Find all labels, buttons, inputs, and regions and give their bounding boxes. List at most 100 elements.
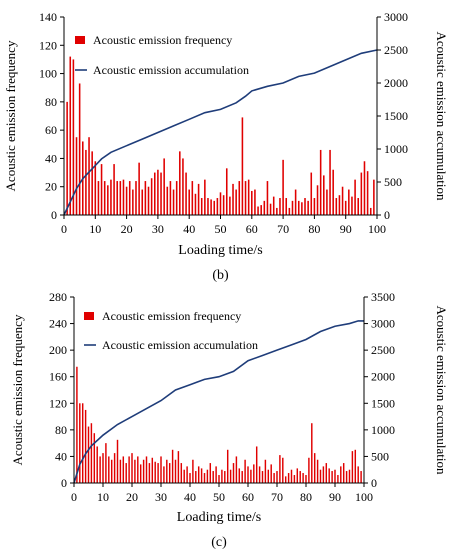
frequency-bar	[221, 469, 223, 483]
frequency-bar	[308, 457, 310, 483]
panel-label: (c)	[211, 535, 227, 550]
y-tick-label-left: 60	[45, 123, 57, 137]
y-tick-label-left: 160	[49, 370, 67, 384]
frequency-bar	[163, 466, 165, 483]
frequency-bar	[258, 466, 261, 483]
frequency-bar	[99, 456, 101, 483]
frequency-bar	[254, 189, 256, 215]
frequency-bar	[273, 473, 275, 483]
frequency-bar	[282, 159, 284, 215]
frequency-bar	[207, 198, 209, 215]
x-tick-label: 60	[246, 222, 258, 236]
frequency-bar	[128, 181, 131, 215]
frequency-bar	[110, 179, 112, 215]
frequency-bar	[348, 469, 351, 483]
frequency-bar	[264, 459, 267, 483]
frequency-bar	[225, 168, 228, 215]
frequency-bar	[113, 164, 115, 215]
frequency-bar	[341, 186, 344, 215]
frequency-bar	[257, 206, 259, 215]
frequency-bar	[319, 469, 322, 483]
frequency-bar	[157, 463, 159, 483]
frequency-bar	[284, 476, 287, 483]
x-tick-label: 50	[215, 222, 227, 236]
frequency-bar	[122, 456, 125, 483]
frequency-bar	[322, 466, 325, 483]
frequency-bar	[294, 189, 297, 215]
x-axis-title: Loading time/s	[178, 243, 262, 258]
frequency-bar	[354, 449, 357, 483]
frequency-bar	[66, 101, 68, 215]
frequency-bar	[360, 172, 363, 215]
y-tick-label-right: 2500	[371, 343, 395, 357]
y-tick-label-right: 2000	[371, 370, 395, 384]
x-tick-label: 20	[121, 222, 133, 236]
frequency-bar	[154, 461, 156, 483]
frequency-bar	[185, 172, 187, 215]
frequency-bar	[218, 475, 220, 483]
frequency-bar	[269, 203, 272, 215]
frequency-bar	[287, 473, 290, 483]
frequency-bar	[81, 403, 84, 483]
x-tick-label: 100	[355, 490, 373, 504]
frequency-bar	[177, 451, 180, 483]
frequency-bar	[357, 198, 359, 215]
frequency-bar	[253, 464, 255, 483]
frequency-bar	[316, 185, 319, 215]
frequency-bar	[125, 186, 128, 215]
frequency-bar	[344, 200, 347, 215]
frequency-bar	[293, 475, 296, 483]
frequency-bar	[166, 459, 168, 483]
frequency-bar	[210, 199, 212, 215]
frequency-bar	[135, 181, 137, 215]
bar-series	[76, 366, 362, 483]
frequency-bar	[335, 198, 338, 215]
frequency-bar	[197, 466, 200, 483]
frequency-bar	[276, 207, 278, 215]
frequency-bar	[160, 456, 162, 483]
x-tick-label: 20	[126, 490, 138, 504]
x-tick-label: 30	[155, 490, 167, 504]
y-tick-label-right: 500	[371, 449, 389, 463]
frequency-bar	[125, 463, 127, 483]
frequency-bar	[340, 466, 342, 483]
frequency-bar	[311, 423, 313, 483]
y-tick-label-left: 120	[39, 38, 57, 52]
frequency-bar	[85, 149, 87, 215]
frequency-bar	[131, 453, 133, 483]
y-tick-label-right: 0	[384, 208, 390, 222]
frequency-bar	[200, 198, 203, 215]
frequency-bar	[128, 456, 130, 483]
frequency-bar	[313, 453, 316, 483]
x-tick-label: 60	[242, 490, 254, 504]
frequency-bar	[304, 198, 306, 215]
frequency-bar	[301, 202, 303, 215]
accumulation-line	[63, 49, 378, 216]
y-tick-label-left: 80	[55, 423, 67, 437]
frequency-bar	[96, 446, 98, 483]
frequency-bar	[91, 151, 93, 215]
frequency-bar	[238, 181, 241, 215]
frequency-bar	[276, 471, 278, 483]
frequency-bar	[142, 459, 145, 483]
frequency-bar	[222, 195, 225, 215]
y-tick-label-left: 120	[49, 396, 67, 410]
y-tick-label-right: 2500	[384, 43, 408, 57]
frequency-bar	[138, 162, 140, 215]
frequency-bar	[328, 468, 330, 483]
y-tick-label-right: 1500	[384, 109, 408, 123]
frequency-bar	[348, 189, 350, 215]
frequency-bar	[226, 449, 229, 483]
frequency-bar	[247, 466, 249, 483]
frequency-bar	[72, 59, 75, 216]
frequency-bar	[241, 471, 243, 483]
frequency-bar	[290, 469, 293, 483]
x-tick-label: 70	[271, 490, 283, 504]
frequency-bar	[229, 196, 231, 215]
frequency-bar	[194, 193, 197, 215]
frequency-bar	[191, 181, 194, 215]
frequency-bar	[209, 463, 212, 483]
y-axis-title-right: Acoustic emission accumulation	[434, 306, 449, 475]
frequency-bar	[302, 473, 304, 483]
